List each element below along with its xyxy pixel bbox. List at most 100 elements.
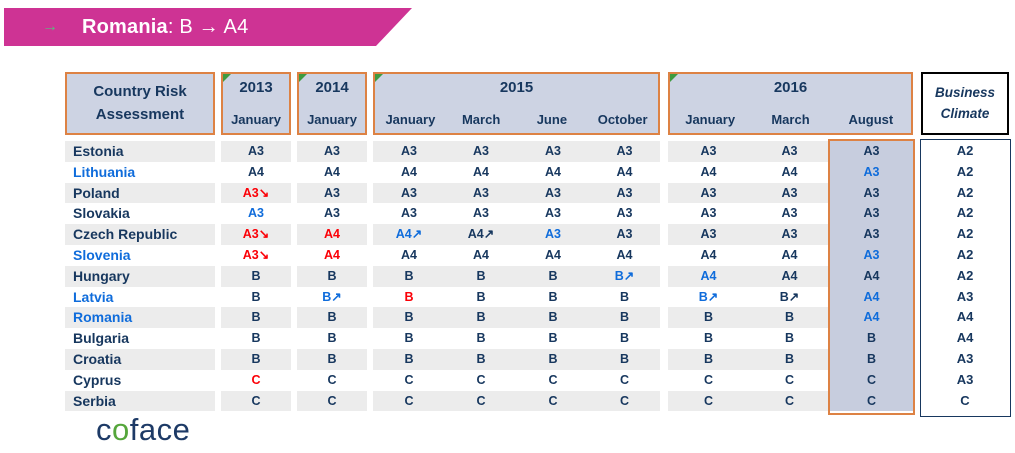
month-label: June xyxy=(536,112,568,127)
rating-cell: B xyxy=(548,289,558,304)
rating-cell: B xyxy=(445,307,517,329)
rating-cell: A3↘ xyxy=(242,247,270,262)
rating-cell: A3 xyxy=(616,206,633,221)
country-label: Hungary xyxy=(65,265,215,287)
rating-cell: A3 xyxy=(401,206,417,221)
rating-cell: C xyxy=(476,372,486,387)
month-label: March xyxy=(771,112,810,127)
header-2016: 2016 January March August xyxy=(668,72,913,135)
country-label: Slovakia xyxy=(73,205,130,222)
title-banner: → Romania: B → A4 xyxy=(4,8,412,46)
rating-cell: A4 xyxy=(545,247,561,262)
rating-cell: C xyxy=(373,390,445,412)
rating-cell: C xyxy=(548,372,558,387)
rating-cell: A3 xyxy=(830,182,913,204)
rating-cell: B xyxy=(251,289,261,304)
rating-cell: A3 xyxy=(749,224,830,245)
country-label: Slovenia xyxy=(73,246,131,263)
rating-cell: B xyxy=(297,265,367,287)
rating-cell: A4 xyxy=(781,164,798,179)
rating-cell: B xyxy=(476,289,486,304)
rating-cell: A3 xyxy=(781,206,798,221)
business-climate-cell: A2 xyxy=(956,226,974,242)
title-rating-change: : B → A4 xyxy=(167,15,249,38)
rating-cell: C xyxy=(251,372,261,387)
country-label: Bulgaria xyxy=(73,330,130,347)
rating-cell: B xyxy=(830,348,913,370)
rating-cell: C xyxy=(668,390,749,412)
rating-cell: C xyxy=(830,369,913,391)
rating-cell: B xyxy=(548,331,558,346)
rating-cell: A3 xyxy=(589,141,660,162)
arrow-bullet-icon: → xyxy=(42,18,58,35)
rating-cell: B xyxy=(668,307,749,329)
rating-cell: A4 xyxy=(545,164,561,179)
rating-cell: B xyxy=(445,348,517,370)
rating-cell: A3 xyxy=(749,141,830,162)
country-label: Czech Republic xyxy=(65,224,215,245)
rating-cell: B xyxy=(373,307,445,329)
year-label-2016: 2016 xyxy=(773,79,808,96)
rating-cell: B xyxy=(404,289,414,304)
rating-cell: B xyxy=(619,289,630,304)
rating-cell: A4 xyxy=(324,247,340,262)
rating-cell: C xyxy=(327,372,337,387)
rating-cell: A3 xyxy=(668,141,749,162)
rating-cell: A3 xyxy=(517,182,589,204)
rating-cell: C xyxy=(297,390,367,412)
rating-cell: A3 xyxy=(830,244,913,266)
rating-cell: A3↘ xyxy=(221,182,291,204)
rating-cell: B xyxy=(589,307,660,329)
rating-cell: A3 xyxy=(749,182,830,204)
rating-cell: A4 xyxy=(700,247,717,262)
month-label: January xyxy=(385,112,436,127)
country-label: Estonia xyxy=(65,141,215,162)
rating-cell: A4 xyxy=(401,164,417,179)
rating-cell: A3 xyxy=(473,206,489,221)
rating-cell: A4 xyxy=(830,286,913,308)
rating-cell: A3 xyxy=(830,161,913,183)
rating-cell: B xyxy=(327,331,337,346)
header-business-climate: Business Climate xyxy=(921,72,1009,135)
rating-cell: A3 xyxy=(297,182,367,204)
rating-cell: A4 xyxy=(616,247,633,262)
business-climate-cell: A2 xyxy=(956,267,974,283)
coface-logo: coface xyxy=(96,412,190,448)
rating-cell: B xyxy=(589,348,660,370)
rating-cell: B xyxy=(476,331,486,346)
bc-header-line2: Climate xyxy=(940,105,990,121)
rating-cell: A3 xyxy=(830,224,913,245)
rating-cell: A3 xyxy=(545,206,561,221)
year-label-2013: 2013 xyxy=(239,79,273,96)
rating-cell: A4 xyxy=(749,265,830,287)
rating-cell: A4 xyxy=(248,164,264,179)
country-label: Latvia xyxy=(73,288,114,305)
title-country: Romania xyxy=(82,15,168,38)
rating-cell: C xyxy=(784,372,795,387)
rating-cell: A3 xyxy=(324,206,340,221)
rating-cell: B xyxy=(619,331,630,346)
logo-part-c: c xyxy=(96,412,112,447)
business-climate-cell: A4 xyxy=(956,309,974,325)
rating-cell: C xyxy=(749,390,830,412)
rating-cell: B xyxy=(445,265,517,287)
rating-cell: A3 xyxy=(589,182,660,204)
rating-cell: B↗ xyxy=(589,265,660,287)
business-climate-cell: A2 xyxy=(956,246,974,262)
rating-cell: A4 xyxy=(616,164,633,179)
header-2013: 2013 January xyxy=(221,72,291,135)
business-climate-cell: C xyxy=(960,392,970,408)
rating-cell: A3 xyxy=(445,141,517,162)
rating-cell: A3 xyxy=(373,141,445,162)
bc-header-line1: Business xyxy=(934,85,996,101)
rating-cell: B xyxy=(703,331,714,346)
month-label: January xyxy=(685,112,736,127)
rating-cell: C xyxy=(619,372,630,387)
business-climate-cell: A4 xyxy=(956,330,974,346)
year-label-2015: 2015 xyxy=(499,79,534,96)
rating-cell: A3 xyxy=(517,141,589,162)
rating-cell: A4 xyxy=(830,307,913,329)
logo-part-o: o xyxy=(112,412,130,447)
business-climate-cell: A3 xyxy=(956,371,974,387)
